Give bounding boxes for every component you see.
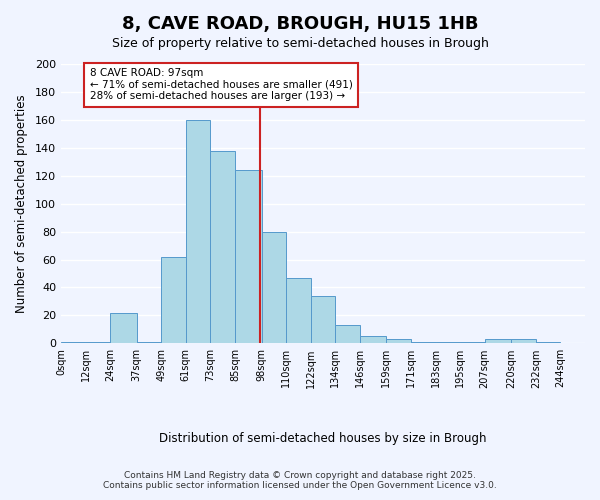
Y-axis label: Number of semi-detached properties: Number of semi-detached properties [15, 94, 28, 313]
Bar [235, 170, 262, 344]
Bar [262, 232, 286, 344]
Text: Contains HM Land Registry data © Crown copyright and database right 2025.
Contai: Contains HM Land Registry data © Crown c… [103, 470, 497, 490]
Bar [110, 312, 137, 344]
Bar [311, 296, 335, 344]
Text: Size of property relative to semi-detached houses in Brough: Size of property relative to semi-detach… [112, 38, 488, 51]
Bar [411, 342, 436, 344]
Bar [286, 278, 311, 344]
Bar [211, 150, 235, 344]
Bar [386, 339, 411, 344]
Bar [335, 325, 360, 344]
Bar [85, 342, 110, 344]
Bar [536, 342, 560, 344]
Text: 8, CAVE ROAD, BROUGH, HU15 1HB: 8, CAVE ROAD, BROUGH, HU15 1HB [122, 15, 478, 33]
Text: 8 CAVE ROAD: 97sqm
← 71% of semi-detached houses are smaller (491)
28% of semi-d: 8 CAVE ROAD: 97sqm ← 71% of semi-detache… [89, 68, 352, 102]
Bar [161, 256, 186, 344]
Bar [485, 339, 511, 344]
Bar [360, 336, 386, 344]
Bar [186, 120, 211, 344]
Bar [137, 342, 161, 344]
Bar [61, 342, 85, 344]
Bar [436, 342, 460, 344]
X-axis label: Distribution of semi-detached houses by size in Brough: Distribution of semi-detached houses by … [159, 432, 487, 445]
Bar [511, 339, 536, 344]
Bar [460, 342, 485, 344]
